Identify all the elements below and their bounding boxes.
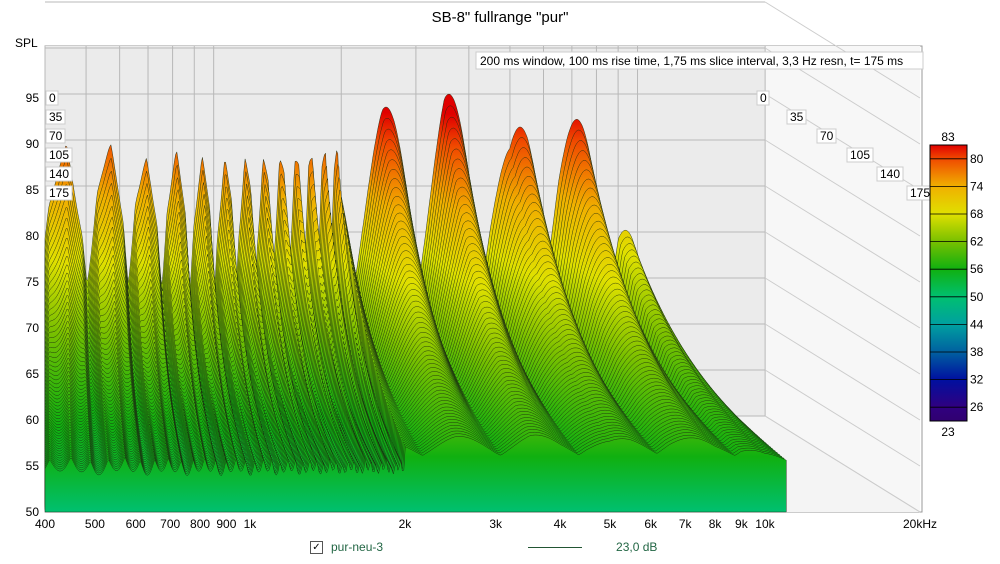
time-tick-label: 35 xyxy=(49,110,63,124)
x-tick-label: 2k xyxy=(399,517,413,531)
x-tick-label: 10k xyxy=(755,517,775,531)
x-tick-label: 500 xyxy=(85,517,105,531)
side-gridline xyxy=(764,139,921,237)
x-tick-label: 1k xyxy=(244,517,258,531)
time-tick-label: 70 xyxy=(49,129,63,143)
time-tick-box xyxy=(45,185,73,201)
time-tick-box xyxy=(756,90,770,106)
x-tick-label: 6k xyxy=(644,517,658,531)
x-tick-label: 800 xyxy=(190,517,210,531)
colorbar-tick-label: 50 xyxy=(970,290,984,304)
time-tick-label: 0 xyxy=(49,91,56,105)
colorbar-tick-label: 56 xyxy=(970,262,984,276)
colorbar-tick-label: 62 xyxy=(970,235,984,249)
side-gridline xyxy=(764,231,921,329)
colorbar xyxy=(929,144,968,422)
y-tick-label: 65 xyxy=(26,367,40,381)
trace-value: 23,0 dB xyxy=(616,540,658,554)
time-tick-box xyxy=(45,147,73,163)
time-tick-label: 175 xyxy=(49,186,69,200)
trace-name: pur-neu-3 xyxy=(331,540,384,554)
x-tick-label: 600 xyxy=(126,517,146,531)
x-tick-label: 4k xyxy=(554,517,568,531)
y-tick-label: 80 xyxy=(26,229,40,243)
annotation-box xyxy=(475,51,924,70)
y-tick-label: 95 xyxy=(26,91,40,105)
x-tick-label: 9k xyxy=(735,517,749,531)
trace-checkbox[interactable]: ✓ xyxy=(310,540,323,554)
x-tick-label: 8k xyxy=(709,517,723,531)
waterfall-slice xyxy=(44,434,787,513)
time-tick-box xyxy=(816,128,837,144)
y-tick-label: 85 xyxy=(26,183,40,197)
time-tick-label: 175 xyxy=(910,186,930,200)
trace-line-sample xyxy=(528,546,583,548)
side-gridline xyxy=(764,185,921,283)
side-gridline xyxy=(764,277,921,375)
time-tick-label: 105 xyxy=(49,148,69,162)
y-tick-label: 70 xyxy=(26,321,40,335)
time-tick-box xyxy=(786,109,807,125)
side-gridline xyxy=(764,415,921,513)
colorbar-tick-label: 68 xyxy=(970,207,984,221)
colorbar-tick-label: 26 xyxy=(970,400,984,414)
time-tick-label: 140 xyxy=(49,167,69,181)
time-tick-box xyxy=(846,147,874,163)
y-axis-label: SPL xyxy=(15,36,38,50)
x-tick-label: 900 xyxy=(216,517,236,531)
side-gridline xyxy=(764,369,921,467)
time-tick-label: 35 xyxy=(790,110,804,124)
time-tick-box xyxy=(876,166,904,182)
time-tick-label: 70 xyxy=(820,129,834,143)
legend: ✓ pur-neu-3 23,0 dB xyxy=(310,540,657,554)
x-tick-label: 7k xyxy=(679,517,693,531)
x-tick-label: 20kHz xyxy=(903,517,937,531)
time-tick-label: 0 xyxy=(760,91,767,105)
colorbar-min-label: 23 xyxy=(941,425,955,439)
side-gridline xyxy=(764,323,921,421)
x-tick-label: 5k xyxy=(604,517,618,531)
x-tick-label: 700 xyxy=(160,517,180,531)
time-tick-box xyxy=(45,109,66,125)
y-tick-label: 50 xyxy=(26,505,40,519)
colorbar-tick-label: 38 xyxy=(970,345,984,359)
y-tick-label: 60 xyxy=(26,413,40,427)
time-tick-box xyxy=(45,166,73,182)
time-tick-label: 140 xyxy=(880,167,900,181)
y-tick-label: 75 xyxy=(26,275,40,289)
time-tick-box xyxy=(45,128,66,144)
colorbar-tick-label: 32 xyxy=(970,373,984,387)
side-gridline xyxy=(764,1,921,99)
settings-annotation: 200 ms window, 100 ms rise time, 1,75 ms… xyxy=(480,54,903,68)
y-tick-label: 55 xyxy=(26,459,40,473)
colorbar-tick-label: 80 xyxy=(970,152,984,166)
chart-title: SB-8" fullrange "pur" xyxy=(431,9,569,26)
x-tick-label: 3k xyxy=(489,517,503,531)
colorbar-tick-label: 44 xyxy=(970,317,984,331)
colorbar-max-label: 83 xyxy=(941,130,955,144)
x-tick-label: 400 xyxy=(35,517,55,531)
time-tick-box xyxy=(45,90,59,106)
y-tick-label: 90 xyxy=(26,137,40,151)
time-tick-label: 105 xyxy=(850,148,870,162)
colorbar-tick-label: 74 xyxy=(970,179,984,193)
